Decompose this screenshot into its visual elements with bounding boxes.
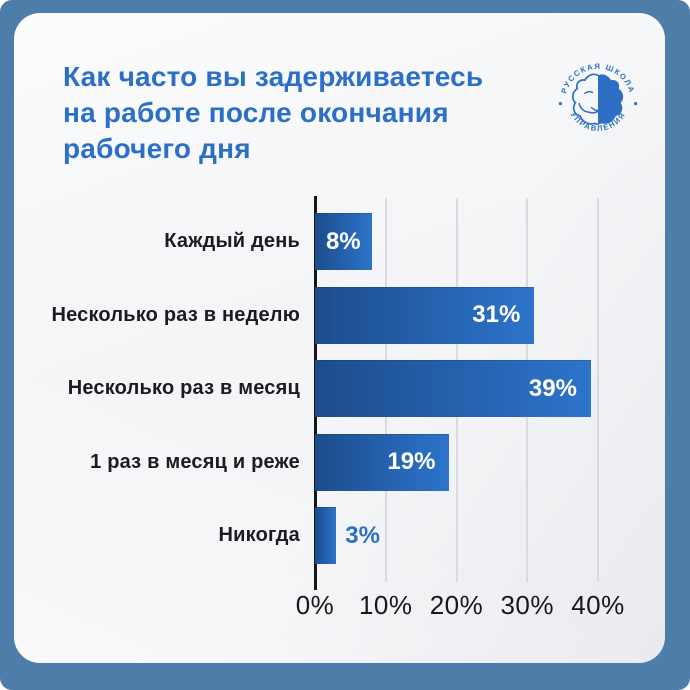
value-label: 39% bbox=[528, 374, 577, 402]
value-label: 3% bbox=[345, 521, 380, 549]
x-tick-label: 10% bbox=[358, 590, 413, 620]
emblem-dot-right bbox=[634, 102, 638, 106]
chart-row: Несколько раз в неделю 31% bbox=[14, 279, 665, 353]
infographic-card: Как часто вы задерживаетесь на работе по… bbox=[14, 13, 665, 663]
gridline bbox=[597, 198, 599, 582]
bar: 19% bbox=[315, 433, 450, 491]
bar: 8% bbox=[315, 213, 372, 271]
lion-emblem-icon: РУССКАЯ ШКОЛА УПРАВЛЕНИЯ bbox=[558, 62, 638, 133]
x-tick-label: 20% bbox=[429, 590, 484, 620]
bar: 39% bbox=[315, 360, 591, 418]
bar: 31% bbox=[315, 286, 535, 344]
x-tick-label: 30% bbox=[500, 590, 555, 620]
x-tick-label: 40% bbox=[571, 590, 625, 620]
x-axis: 0% 10% 20% 30% 40% bbox=[296, 590, 625, 624]
lion-eye-line bbox=[584, 90, 594, 95]
bar-track: 39% bbox=[315, 360, 665, 418]
value-label: 31% bbox=[472, 301, 521, 329]
lion-muzzle-line bbox=[578, 102, 599, 114]
chart-row: 1 раз в месяц и реже 19% bbox=[14, 426, 665, 500]
bar-track: 8% bbox=[315, 213, 665, 271]
chart-title-line3: рабочего дня bbox=[63, 133, 251, 164]
lion-nose-line bbox=[590, 106, 599, 112]
x-tick-label: 0% bbox=[295, 590, 335, 620]
category-label: Никогда bbox=[218, 524, 300, 547]
bar-track: 31% bbox=[315, 286, 665, 344]
bar-track: 19% bbox=[315, 433, 665, 491]
category-label: Несколько раз в неделю bbox=[51, 303, 300, 326]
bar: 3% bbox=[315, 507, 380, 565]
bar-track: 3% bbox=[315, 507, 665, 565]
chart-row: Каждый день 8% bbox=[14, 205, 665, 279]
lion-mane-right bbox=[598, 74, 624, 125]
chart-row: Несколько раз в месяц 39% bbox=[14, 352, 665, 426]
chart-title-line2: на работе после окончания bbox=[63, 97, 449, 128]
category-label: Каждый день bbox=[164, 230, 300, 253]
lion-outline-left bbox=[572, 73, 599, 126]
chart-title: Как часто вы задерживаетесь на работе по… bbox=[63, 59, 483, 167]
category-label: Несколько раз в месяц bbox=[67, 377, 300, 400]
chart-title-line1: Как часто вы задерживаетесь bbox=[63, 61, 484, 92]
chart-rows: Каждый день 8% Несколько раз в неделю 31% Не… bbox=[14, 198, 665, 573]
chart-row: Никогда 3% bbox=[14, 499, 665, 573]
emblem-dot-left bbox=[558, 102, 562, 106]
value-label: 19% bbox=[387, 448, 436, 476]
rsu-logo: РУССКАЯ ШКОЛА УПРАВЛЕНИЯ bbox=[551, 51, 645, 145]
category-label: 1 раз в месяц и реже bbox=[90, 450, 300, 473]
value-label: 8% bbox=[325, 227, 361, 255]
